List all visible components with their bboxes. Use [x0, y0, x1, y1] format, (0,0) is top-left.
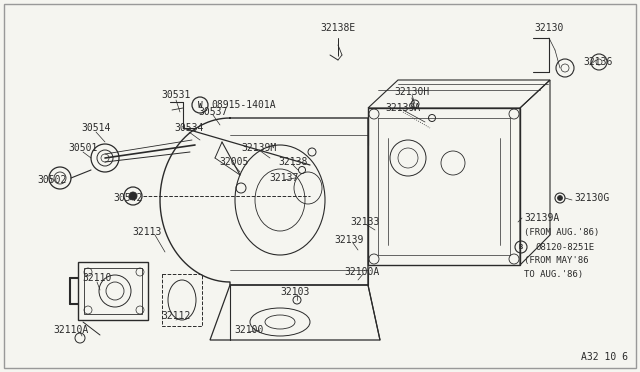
Text: 32139A: 32139A: [385, 103, 420, 113]
Text: 32110: 32110: [83, 273, 112, 283]
Text: 30531: 30531: [161, 90, 191, 100]
Text: 08915-1401A: 08915-1401A: [211, 100, 276, 110]
Text: 32138: 32138: [278, 157, 308, 167]
Circle shape: [557, 196, 563, 201]
Text: 32136: 32136: [583, 57, 612, 67]
Text: TO AUG.'86): TO AUG.'86): [524, 270, 583, 279]
Text: 32113: 32113: [132, 227, 162, 237]
Text: 32130G: 32130G: [574, 193, 609, 203]
Text: 32130: 32130: [534, 23, 564, 33]
Text: 08120-8251E: 08120-8251E: [535, 243, 594, 251]
Text: 32103: 32103: [280, 287, 310, 297]
Circle shape: [129, 192, 137, 200]
Text: 32100: 32100: [234, 325, 264, 335]
Text: 32130H: 32130H: [394, 87, 429, 97]
Text: 32139M: 32139M: [241, 143, 276, 153]
Text: 32112: 32112: [161, 311, 191, 321]
Text: 32005: 32005: [220, 157, 249, 167]
Text: (FROM MAY'86: (FROM MAY'86: [524, 257, 589, 266]
Text: 32138E: 32138E: [321, 23, 356, 33]
Text: W: W: [198, 100, 202, 109]
Text: 30537: 30537: [198, 107, 228, 117]
Text: 30534: 30534: [174, 123, 204, 133]
Text: 30542: 30542: [113, 193, 143, 203]
Text: B: B: [519, 244, 523, 250]
Text: 30501: 30501: [68, 143, 98, 153]
Text: A32 10 6: A32 10 6: [581, 352, 628, 362]
Text: 32100A: 32100A: [344, 267, 380, 277]
Text: 32139A: 32139A: [524, 213, 559, 223]
Text: 32137: 32137: [269, 173, 299, 183]
Text: 32110A: 32110A: [53, 325, 88, 335]
Text: (FROM AUG.'86): (FROM AUG.'86): [524, 228, 599, 237]
Text: 32133: 32133: [350, 217, 380, 227]
Text: 32139: 32139: [334, 235, 364, 245]
Text: 30514: 30514: [81, 123, 111, 133]
Text: 30502: 30502: [37, 175, 67, 185]
